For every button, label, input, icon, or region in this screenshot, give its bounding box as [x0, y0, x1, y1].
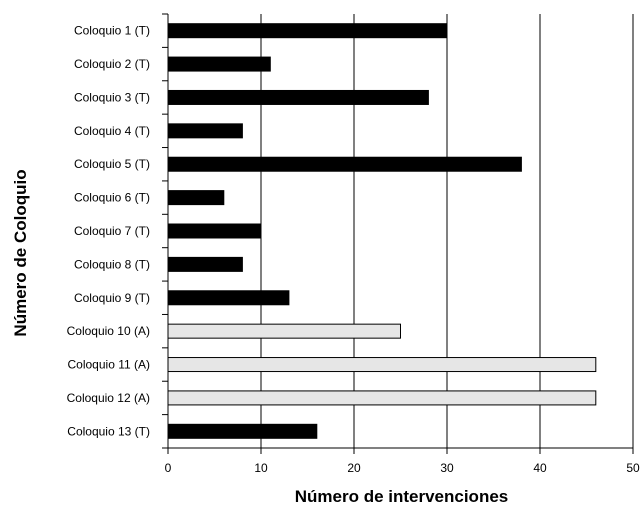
bar [167, 23, 448, 39]
x-axis-title: Número de intervenciones [295, 487, 509, 506]
x-tick-label: 50 [626, 461, 640, 475]
category-label: Coloquio 12 (A) [67, 391, 150, 405]
bar [167, 190, 225, 206]
bar [167, 56, 271, 72]
category-label: Coloquio 8 (T) [74, 257, 150, 271]
bar [167, 323, 401, 339]
bar [167, 357, 597, 373]
bar [167, 256, 243, 272]
category-label: Coloquio 11 (A) [68, 358, 151, 372]
bar [167, 390, 597, 406]
bar [167, 89, 429, 105]
category-label: Coloquio 4 (T) [74, 124, 150, 138]
category-label: Coloquio 3 (T) [74, 90, 150, 104]
category-label: Coloquio 7 (T) [74, 224, 150, 238]
category-labels: Coloquio 1 (T) Coloquio 2 (T) Coloquio 3 (… [67, 24, 150, 439]
bar [167, 223, 262, 239]
axes [162, 13, 634, 454]
bar [167, 156, 522, 172]
category-label: Coloquio 6 (T) [74, 191, 150, 205]
gridlines [260, 14, 634, 448]
x-tick-label: 0 [165, 461, 172, 475]
x-tick-label: 30 [440, 461, 454, 475]
bar [167, 123, 243, 139]
x-tick-label: 40 [533, 461, 547, 475]
x-tick-labels: 0 10 20 30 40 50 [165, 461, 640, 475]
y-axis-title: Número de Coloquio [11, 169, 30, 336]
bars [167, 23, 597, 439]
x-tick-label: 20 [347, 461, 361, 475]
bar [167, 423, 318, 439]
category-label: Coloquio 10 (A) [67, 324, 150, 338]
category-label: Coloquio 1 (T) [74, 24, 150, 38]
category-label: Coloquio 2 (T) [74, 57, 150, 71]
bar [167, 290, 290, 306]
x-tick-label: 10 [254, 461, 268, 475]
category-label: Coloquio 13 (T) [67, 424, 150, 438]
category-label: Coloquio 5 (T) [74, 157, 150, 171]
category-label: Coloquio 9 (T) [74, 291, 150, 305]
